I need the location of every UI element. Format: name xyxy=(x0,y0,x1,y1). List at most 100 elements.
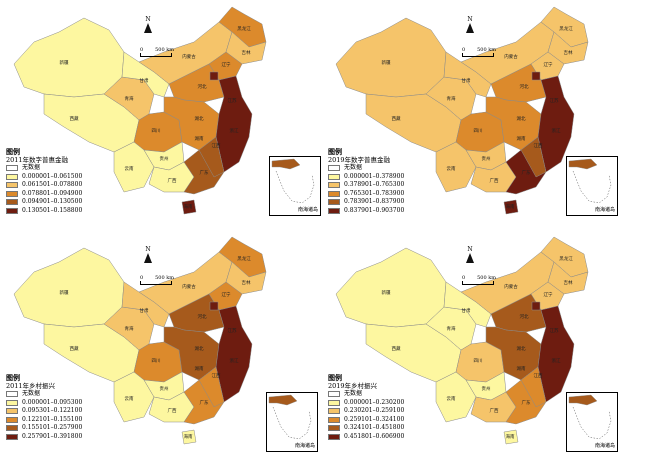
legend-label: 无数据 xyxy=(344,164,363,172)
province-label: 吉林 xyxy=(242,49,251,56)
legend-label: 0.230201–0.259100 xyxy=(344,407,405,415)
province-label: 吉林 xyxy=(564,49,573,56)
legend-label: 0.000001–0.061500 xyxy=(22,172,83,180)
scale-zero: 0 xyxy=(140,47,144,53)
province-label: 内蒙古 xyxy=(182,283,196,290)
north-arrow-4: N xyxy=(464,246,476,263)
legend-item: 0.000001–0.230200 xyxy=(328,399,404,408)
legend-item: 无数据 xyxy=(328,390,404,399)
legend-item: 0.095301–0.122100 xyxy=(6,407,82,416)
inset-caption: 南海诸岛 xyxy=(297,207,318,213)
province-label: 河北 xyxy=(198,313,207,320)
legend-item: 无数据 xyxy=(6,390,82,399)
inset-coast xyxy=(568,394,598,406)
legend-1: 图例 2011年数字普惠金融 无数据 0.000001–0.061500 0.06150… xyxy=(6,148,82,215)
legend-swatch xyxy=(328,207,340,214)
province-label: 四川 xyxy=(474,358,483,364)
north-arrow-icon xyxy=(466,253,474,263)
scale-end: 500 km xyxy=(477,47,496,53)
province-label: 湖北 xyxy=(517,115,526,122)
legend-swatch xyxy=(6,165,18,172)
legend-label: 0.155101–0.257900 xyxy=(22,424,83,432)
legend-swatch xyxy=(6,199,18,206)
legend-item: 0.783901–0.837900 xyxy=(328,198,404,207)
legend-label: 0.000001–0.095300 xyxy=(22,398,83,406)
province-label: 青海 xyxy=(125,95,134,102)
north-label: N xyxy=(467,246,473,253)
legend-swatch xyxy=(328,190,340,197)
inset-caption: 南海诸岛 xyxy=(594,207,615,213)
south-china-sea-inset-3: 南海诸岛 xyxy=(266,392,318,452)
legend-item: 0.257901–0.391800 xyxy=(6,433,82,442)
legend-item: 0.061501–0.078800 xyxy=(6,181,82,190)
legend-swatch xyxy=(328,182,340,189)
province-label: 云南 xyxy=(447,395,456,402)
province-label: 新疆 xyxy=(60,289,69,296)
legend-swatch xyxy=(6,173,18,180)
south-china-sea-inset-2: 南海诸岛 xyxy=(566,156,618,216)
region-hainan xyxy=(503,199,519,215)
province-label: 西藏 xyxy=(70,345,79,352)
province-label: 浙江 xyxy=(552,127,561,134)
province-label: 江西 xyxy=(534,372,543,379)
province-label: 内蒙古 xyxy=(504,283,518,290)
province-label: 黑龙江 xyxy=(559,25,573,32)
legend-swatch xyxy=(6,391,18,398)
legend-item: 无数据 xyxy=(6,164,82,173)
scale-bar-1: 0 500 km xyxy=(140,46,174,57)
legend-title: 图例 xyxy=(328,373,342,382)
legend-title: 图例 xyxy=(328,147,342,156)
region-hainan xyxy=(503,429,519,445)
scale-bar-line xyxy=(462,53,494,57)
region-hainan xyxy=(181,199,197,215)
north-label: N xyxy=(145,16,151,23)
province-label: 吉林 xyxy=(564,279,573,286)
legend-swatch xyxy=(328,425,340,432)
legend-item: 0.765301–0.783900 xyxy=(328,190,404,199)
region-south xyxy=(198,136,225,178)
legend-label: 0.095301–0.122100 xyxy=(22,407,83,415)
province-label: 河北 xyxy=(520,313,529,320)
legend-3: 图例 2011年乡村振兴 无数据 0.000001–0.095300 0.095301–… xyxy=(6,374,82,441)
region-south xyxy=(520,366,547,408)
legend-swatch xyxy=(328,433,340,440)
region-xinjiang xyxy=(13,17,125,98)
region-south xyxy=(520,136,547,178)
inset-boundary-line xyxy=(272,406,312,440)
inset-map-2 xyxy=(568,158,612,204)
province-label: 青海 xyxy=(447,325,456,332)
inset-map-1 xyxy=(271,158,315,204)
region-south xyxy=(198,366,225,408)
province-label: 贵州 xyxy=(482,155,491,162)
region-east xyxy=(215,305,253,403)
province-label: 湖北 xyxy=(195,115,204,122)
province-label: 江西 xyxy=(212,142,221,149)
inset-boundary-line xyxy=(275,170,315,204)
legend-item: 0.130501–0.158800 xyxy=(6,207,82,216)
map-panel-4: 新疆 西藏 青海 甘肃 内蒙古 黑龙江 吉林 辽宁 河北 四川 湖北 湖南 江西 浙江 江苏 云南 贵州 广西 广东… xyxy=(326,232,644,457)
province-label: 广西 xyxy=(168,407,177,414)
inset-map-3 xyxy=(268,394,312,440)
province-label: 湖南 xyxy=(195,365,204,372)
province-label: 西藏 xyxy=(70,115,79,122)
legend-label: 0.078801–0.094900 xyxy=(22,189,83,197)
legend-label: 0.324101–0.451800 xyxy=(344,424,405,432)
region-beijing xyxy=(531,301,541,311)
province-label: 江苏 xyxy=(550,97,559,104)
inset-caption: 南海诸岛 xyxy=(294,443,315,449)
legend-item: 0.000001–0.378900 xyxy=(328,173,404,182)
scale-end: 500 km xyxy=(155,47,174,53)
map-panel-2: 新疆 西藏 青海 甘肃 内蒙古 黑龙江 吉林 辽宁 河北 四川 湖北 湖南 江西 浙江 江苏 云南 贵州 广西 广东… xyxy=(326,2,644,227)
province-label: 甘肃 xyxy=(140,77,149,84)
legend-item: 0.837901–0.903700 xyxy=(328,207,404,216)
legend-item: 0.378901–0.765300 xyxy=(328,181,404,190)
province-label: 贵州 xyxy=(160,155,169,162)
province-label: 湖南 xyxy=(517,135,526,142)
legend-title: 图例 xyxy=(6,147,20,156)
province-label: 湖南 xyxy=(517,365,526,372)
region-xinjiang xyxy=(335,17,447,98)
province-label: 海南 xyxy=(506,433,515,440)
province-label: 湖南 xyxy=(195,135,204,142)
